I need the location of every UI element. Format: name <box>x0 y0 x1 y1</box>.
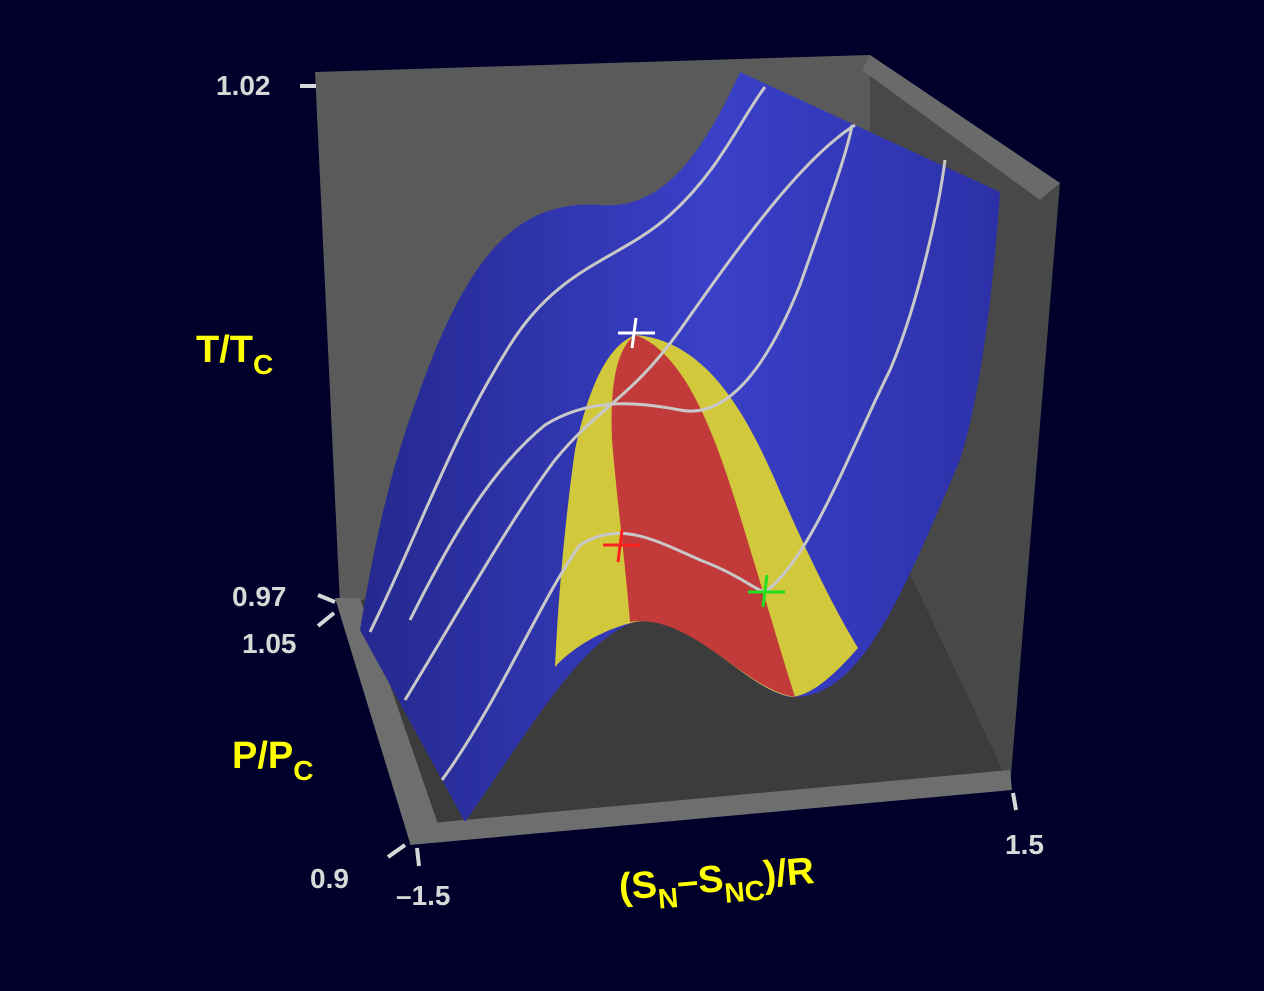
tick-labels: 1.02 0.97 1.05 0.9 –1.5 1.5 <box>216 70 1044 911</box>
x-tick-right <box>1011 792 1018 811</box>
y-axis-label: P/PC <box>232 735 313 786</box>
isobar-1 <box>368 86 767 633</box>
x-max-label: 1.5 <box>1005 829 1044 860</box>
z-axis-label: T/TC <box>196 329 273 380</box>
isobar-critical <box>408 124 854 621</box>
surface-unstable <box>611 335 795 697</box>
isobars <box>368 86 947 781</box>
critical-point-marker <box>618 317 655 349</box>
y-max-label: 1.05 <box>242 628 297 659</box>
markers <box>603 317 785 608</box>
spinodal-point-red-marker <box>603 529 640 563</box>
front-edge <box>410 770 1012 845</box>
y-min-label: 0.9 <box>310 863 349 894</box>
x-axis-label: (SN–SNC)/R <box>617 850 817 918</box>
binodal-point-green-marker <box>748 574 785 608</box>
surface <box>360 72 1000 822</box>
tick-marks <box>300 84 1018 867</box>
z-max-label: 1.02 <box>216 70 271 101</box>
y-tick-bottom <box>386 843 407 859</box>
isobar-3 <box>440 159 947 781</box>
z-min-label: 0.97 <box>232 581 287 612</box>
right-wall-top <box>862 55 1060 200</box>
isobar-overlay <box>408 124 854 621</box>
axis-labels: T/TC P/PC (SN–SNC)/R <box>196 329 817 918</box>
isobar-2 <box>403 123 856 701</box>
y-tick-top <box>316 611 336 628</box>
x-tick-left <box>415 847 421 867</box>
left-wall-rim <box>335 598 440 843</box>
x-min-label: –1.5 <box>396 880 451 911</box>
z-tick-bottom <box>317 593 336 604</box>
